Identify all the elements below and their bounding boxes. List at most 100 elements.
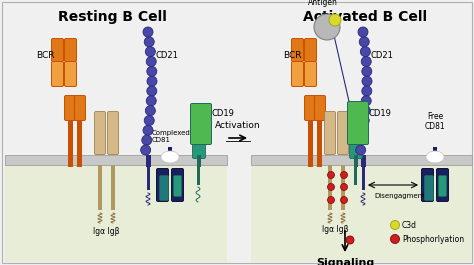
Circle shape [141,145,151,155]
Circle shape [362,76,372,86]
Circle shape [146,47,155,57]
Circle shape [357,135,367,145]
Circle shape [328,197,335,204]
Circle shape [142,135,152,145]
FancyBboxPatch shape [108,112,118,154]
FancyBboxPatch shape [191,104,211,144]
Bar [354,155,358,167]
Circle shape [146,106,155,116]
Circle shape [346,236,354,244]
Bar [197,155,201,167]
Circle shape [356,145,365,155]
Bar [308,120,313,158]
Bar [147,165,150,190]
Text: Activation: Activation [215,121,261,130]
Circle shape [362,66,372,76]
FancyBboxPatch shape [349,135,363,158]
Bar [168,147,172,159]
Bar [5,155,227,165]
Circle shape [360,106,370,116]
Bar [197,165,200,185]
Text: BCR: BCR [36,51,54,60]
Circle shape [143,27,153,37]
Bar [341,165,345,210]
Bar [317,120,322,158]
Circle shape [361,56,371,67]
Circle shape [358,27,368,37]
Circle shape [391,220,400,229]
Text: Igα Igβ: Igα Igβ [93,227,119,236]
Bar [68,155,73,167]
FancyBboxPatch shape [52,61,64,86]
Text: Disengagment: Disengagment [374,193,426,199]
Circle shape [391,235,400,244]
Circle shape [328,183,335,191]
Text: CD19: CD19 [212,108,235,117]
FancyBboxPatch shape [421,169,434,201]
Circle shape [340,183,347,191]
Text: Phosphorlyation: Phosphorlyation [402,235,464,244]
Circle shape [144,37,154,47]
FancyBboxPatch shape [52,38,64,61]
Bar [5,165,227,262]
Text: C3d: C3d [402,220,417,229]
Text: Resting B Cell: Resting B Cell [57,10,166,24]
Text: Free
CD81: Free CD81 [425,112,445,131]
Circle shape [359,37,369,47]
FancyBboxPatch shape [304,38,317,61]
Circle shape [360,47,370,57]
FancyBboxPatch shape [74,95,85,121]
Bar [251,165,472,262]
FancyBboxPatch shape [64,61,76,86]
FancyBboxPatch shape [292,38,303,61]
Circle shape [314,14,340,40]
FancyBboxPatch shape [156,169,168,201]
Circle shape [146,56,156,67]
Text: Complexed
CD81: Complexed CD81 [152,130,191,144]
Circle shape [144,116,154,126]
Text: Signaling: Signaling [316,258,374,265]
Text: Antigen: Antigen [308,0,338,7]
Circle shape [147,86,157,96]
Circle shape [359,116,369,126]
FancyBboxPatch shape [438,175,447,197]
Bar [111,165,115,210]
FancyBboxPatch shape [173,175,182,197]
Circle shape [143,125,153,135]
FancyBboxPatch shape [425,175,434,201]
Bar [317,155,322,167]
Text: Activated B Cell: Activated B Cell [303,10,427,24]
Ellipse shape [426,151,444,163]
FancyBboxPatch shape [325,112,336,154]
Text: CD19: CD19 [369,108,392,117]
Circle shape [147,66,157,76]
Circle shape [146,96,156,106]
FancyBboxPatch shape [304,95,316,121]
FancyBboxPatch shape [292,61,303,86]
Bar [77,155,82,167]
Bar [146,155,151,167]
Circle shape [329,14,341,26]
Bar [328,165,332,210]
Text: Igα Igβ: Igα Igβ [322,225,348,234]
Circle shape [358,125,368,135]
Bar [361,155,366,167]
FancyBboxPatch shape [315,95,326,121]
FancyBboxPatch shape [337,112,348,154]
Bar [362,165,365,190]
Text: BCR: BCR [283,51,301,60]
FancyBboxPatch shape [172,169,183,201]
Circle shape [340,197,347,204]
Bar [68,120,73,158]
Bar [354,165,357,185]
Ellipse shape [161,151,179,163]
Bar [77,120,82,158]
Circle shape [328,171,335,179]
FancyBboxPatch shape [159,175,168,201]
FancyBboxPatch shape [192,135,206,158]
Circle shape [361,96,371,106]
Bar [98,165,102,210]
Text: CD21: CD21 [371,51,394,60]
Bar [433,147,437,159]
Bar [251,155,472,165]
